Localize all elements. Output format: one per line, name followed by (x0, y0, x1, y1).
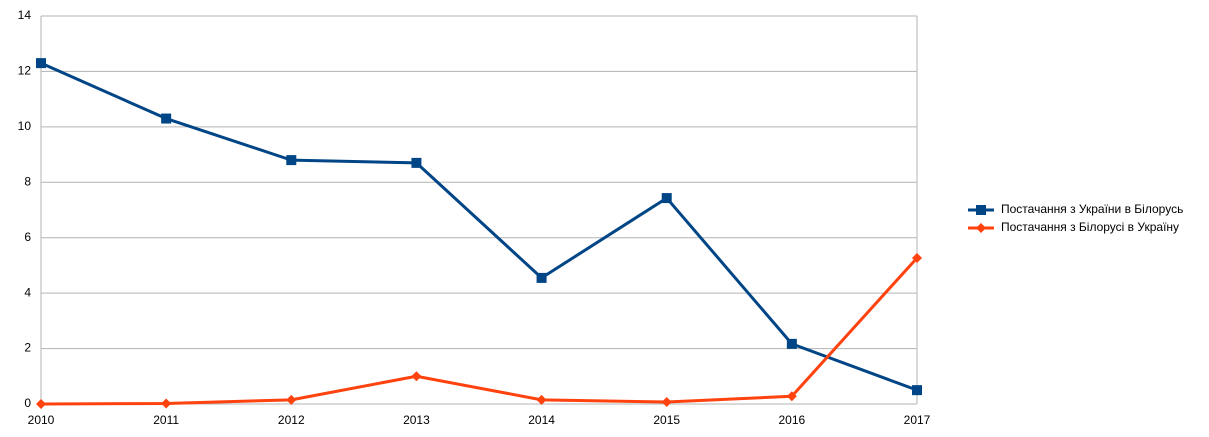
series-line (40, 61, 918, 392)
marker (536, 394, 547, 405)
legend-label: Постачання з України в Білорусь (1001, 202, 1183, 216)
marker (786, 338, 797, 349)
y-tick-label: 12 (18, 64, 32, 78)
marker (536, 272, 547, 283)
marker (411, 157, 422, 168)
y-tick-label: 2 (24, 341, 31, 355)
y-tick-label: 6 (24, 230, 31, 244)
marker (161, 398, 172, 409)
marker (912, 385, 922, 396)
marker (786, 391, 797, 402)
marker (286, 394, 297, 405)
x-tick-label: 2015 (653, 413, 680, 427)
marker (36, 399, 46, 409)
y-tick-label: 0 (24, 396, 31, 410)
x-tick-label: 2012 (278, 413, 305, 427)
marker (411, 371, 422, 382)
series-line (40, 256, 919, 406)
marker (661, 397, 672, 408)
x-tick-label: 2014 (528, 413, 555, 427)
marker (161, 113, 172, 124)
y-tick-label: 10 (18, 119, 32, 133)
x-tick-label: 2013 (403, 413, 430, 427)
x-tick-label: 2017 (904, 413, 931, 427)
legend-label: Постачання з Білорусі в Україну (1001, 220, 1179, 234)
marker (36, 58, 46, 69)
legend-marker (976, 205, 986, 215)
marker (661, 193, 672, 204)
marker (912, 252, 922, 263)
x-tick-label: 2010 (28, 413, 55, 427)
x-tick-label: 2011 (153, 413, 179, 427)
legend-marker (976, 223, 986, 233)
y-tick-label: 8 (24, 174, 31, 188)
y-tick-label: 4 (24, 285, 31, 299)
marker (286, 155, 297, 166)
y-tick-label: 14 (18, 8, 32, 22)
x-tick-label: 2016 (779, 413, 806, 427)
